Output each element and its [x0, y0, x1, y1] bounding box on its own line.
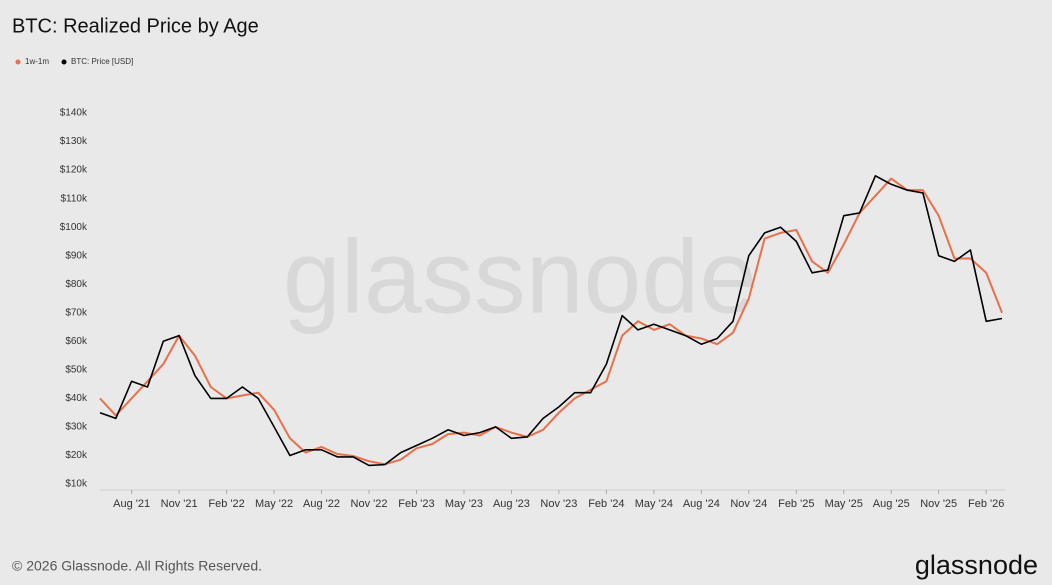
- y-tick-label: $90k: [65, 250, 88, 261]
- x-tick-label: Aug '21: [113, 498, 150, 510]
- y-tick-label: $10k: [65, 479, 88, 490]
- y-tick-label: $110k: [60, 193, 88, 204]
- legend-marker: [61, 59, 67, 65]
- watermark: glassnode: [283, 219, 757, 335]
- x-tick-label: Nov '21: [161, 498, 198, 510]
- x-tick-label: Nov '22: [351, 498, 388, 510]
- x-tick-label: Feb '23: [398, 498, 434, 510]
- x-tick-label: Nov '23: [540, 498, 577, 510]
- x-tick-label: Aug '22: [303, 498, 340, 510]
- y-tick-label: $130k: [60, 136, 88, 147]
- y-tick-label: $140k: [60, 108, 88, 119]
- x-tick-label: Aug '23: [493, 498, 530, 510]
- x-tick-label: May '23: [445, 498, 483, 510]
- chart-title: BTC: Realized Price by Age: [12, 15, 259, 37]
- x-tick-label: Nov '25: [920, 498, 957, 510]
- y-tick-label: $30k: [65, 422, 88, 433]
- y-tick-label: $50k: [65, 364, 88, 375]
- x-tick-label: May '22: [255, 498, 293, 510]
- x-tick-label: Nov '24: [730, 498, 767, 510]
- x-tick-label: Feb '22: [208, 498, 244, 510]
- logo: glassnode: [915, 550, 1038, 580]
- y-tick-label: $20k: [65, 450, 88, 461]
- y-tick-label: $40k: [65, 393, 88, 404]
- footer: © 2026 Glassnode. All Rights Reserved.: [12, 558, 262, 574]
- legend-label: 1w-1m: [25, 57, 49, 66]
- y-tick-label: $70k: [65, 307, 88, 318]
- series-line: [99, 177, 1003, 466]
- x-tick-label: Aug '24: [683, 498, 720, 510]
- series-line: [99, 175, 1003, 467]
- x-tick-label: Feb '24: [588, 498, 624, 510]
- x-tick-label: May '25: [825, 498, 863, 510]
- y-tick-label: $60k: [65, 336, 88, 347]
- y-tick-label: $80k: [65, 279, 88, 290]
- x-tick-label: Feb '26: [968, 498, 1004, 510]
- y-tick-label: $120k: [60, 165, 88, 176]
- x-tick-label: May '24: [635, 498, 673, 510]
- x-tick-label: Feb '25: [778, 498, 814, 510]
- legend-marker: [15, 59, 21, 65]
- x-tick-label: Aug '25: [873, 498, 910, 510]
- y-tick-label: $100k: [60, 222, 88, 233]
- legend-label: BTC: Price [USD]: [71, 57, 133, 66]
